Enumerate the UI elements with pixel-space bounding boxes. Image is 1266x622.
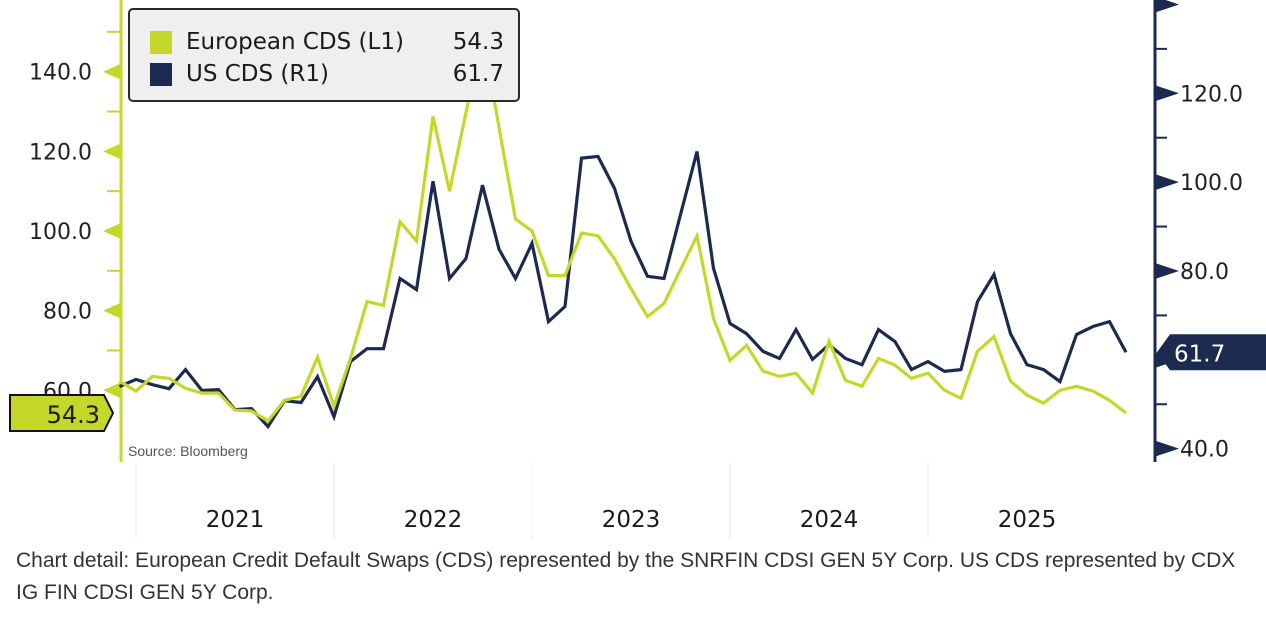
left-major-tick [103, 63, 121, 80]
series-line-european [118, 34, 1127, 424]
legend-swatch-us [150, 63, 172, 86]
x-tick-label: 2022 [404, 507, 463, 533]
right-major-tick [1155, 174, 1179, 191]
right-major-tick [1155, 0, 1179, 13]
right-tick-label: 100.0 [1180, 171, 1243, 196]
legend-value: 61.7 [452, 61, 504, 87]
left-tick-label: 120.0 [29, 140, 92, 165]
cds-chart: 2021 2022 2023 2024 202560.080.0100.0120.014… [9, 0, 1266, 540]
right-major-tick [1155, 440, 1179, 457]
left-tick-label: 100.0 [29, 220, 92, 245]
right-last-value-tag [1157, 334, 1266, 371]
legend-item-european: European CDS (L1) 54.3 [148, 27, 504, 57]
left-major-tick [103, 143, 121, 160]
chart-caption: Chart detail: European Credit Default Sw… [16, 549, 1236, 604]
left-major-tick [103, 302, 121, 319]
x-tick-label: 2025 [998, 507, 1057, 533]
right-tick-label: 40.0 [1180, 438, 1229, 463]
right-tick-label: 120.0 [1180, 82, 1243, 107]
left-major-tick [103, 223, 121, 239]
right-major-tick [1155, 262, 1179, 279]
left-last-value-tag [9, 394, 115, 433]
x-tick-label: 2024 [800, 507, 859, 533]
right-tick-label: 80.0 [1180, 260, 1229, 285]
left-last-value-label: 54.3 [47, 401, 100, 429]
x-tick-label: 2021 [206, 507, 265, 533]
left-tick-label: 80.0 [43, 300, 92, 325]
left-tick-label: 140.0 [29, 61, 92, 86]
legend-label: European CDS (L1) [186, 29, 404, 55]
x-tick-label: 2023 [602, 507, 661, 533]
right-major-tick [1155, 85, 1179, 102]
legend-label: US CDS (R1) [186, 61, 329, 87]
legend-swatch-european [150, 31, 172, 54]
left-major-tick [103, 382, 121, 399]
legend: European CDS (L1) 54.3 US CDS (R1) 61.7 [128, 8, 520, 102]
series-line-us [118, 151, 1128, 430]
source-note: Source: Bloomberg [128, 443, 248, 459]
right-last-value-label: 61.7 [1174, 341, 1225, 367]
legend-value: 54.3 [452, 29, 504, 55]
legend-item-us: US CDS (R1) 61.7 [148, 59, 504, 89]
